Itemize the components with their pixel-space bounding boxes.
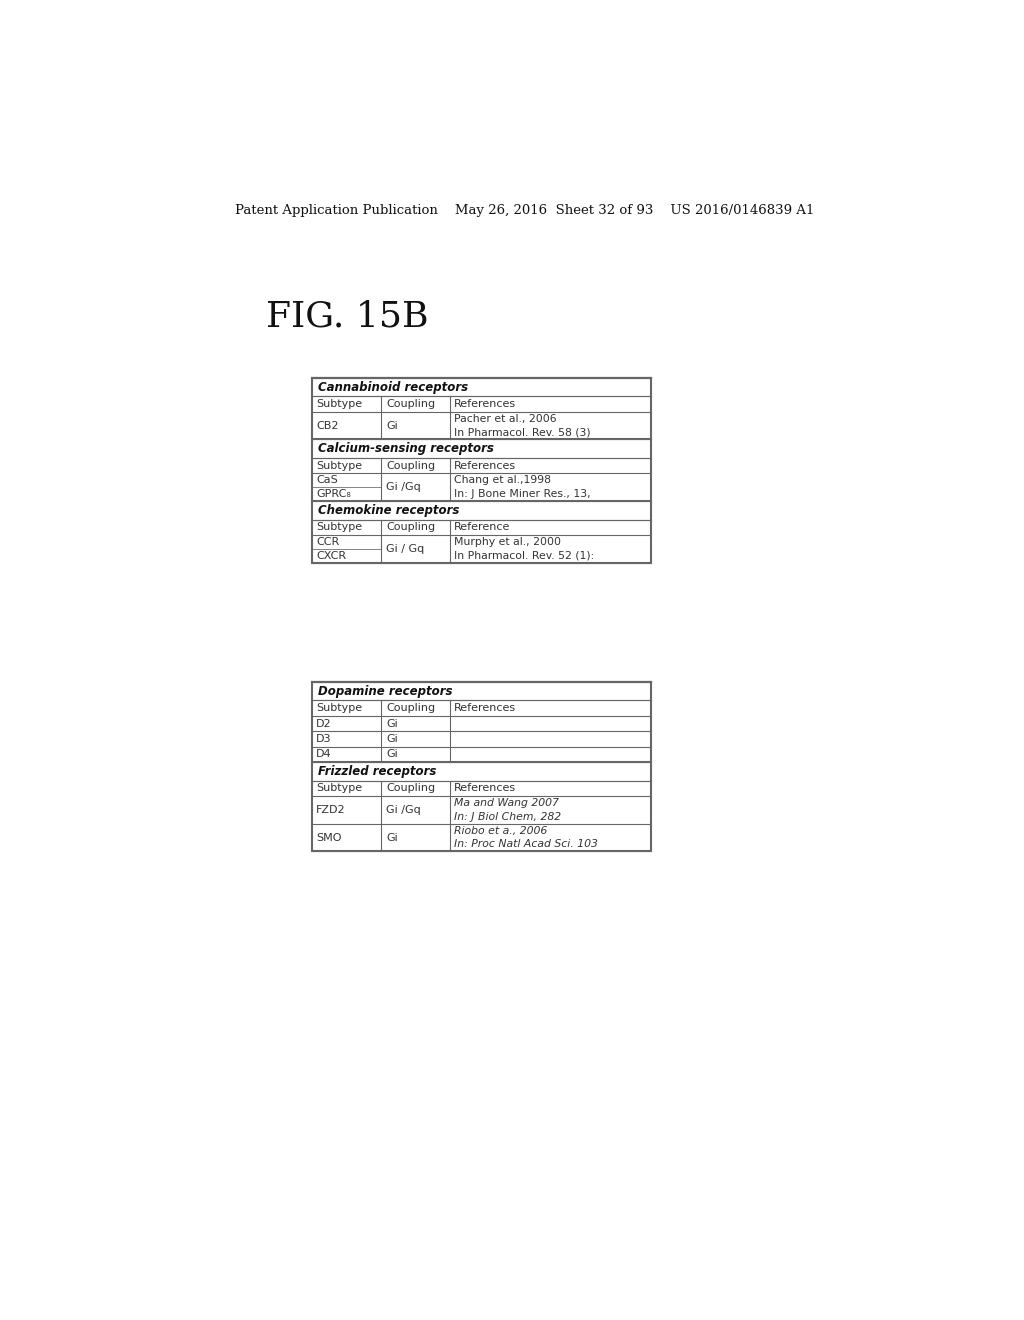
Text: CaS: CaS	[316, 475, 338, 486]
Text: GPRC₈: GPRC₈	[316, 490, 351, 499]
Text: D3: D3	[316, 734, 332, 744]
Text: Gi /Gq: Gi /Gq	[386, 482, 421, 492]
Text: Patent Application Publication    May 26, 2016  Sheet 32 of 93    US 2016/014683: Patent Application Publication May 26, 2…	[236, 205, 814, 218]
Text: Chang et al.,1998: Chang et al.,1998	[455, 475, 551, 486]
Text: In Pharmacol. Rev. 52 (1):: In Pharmacol. Rev. 52 (1):	[455, 550, 595, 561]
Text: Coupling: Coupling	[386, 461, 435, 471]
Text: CXCR: CXCR	[316, 550, 346, 561]
Text: Gi / Gq: Gi / Gq	[386, 544, 424, 554]
Text: References: References	[455, 704, 516, 713]
Text: In Pharmacol. Rev. 58 (3): In Pharmacol. Rev. 58 (3)	[455, 428, 591, 437]
Text: Subtype: Subtype	[316, 461, 362, 471]
Text: Chemokine receptors: Chemokine receptors	[317, 504, 459, 517]
Text: D4: D4	[316, 750, 332, 759]
Text: Reference: Reference	[455, 523, 511, 532]
Text: References: References	[455, 399, 516, 409]
Text: Riobo et a., 2006: Riobo et a., 2006	[455, 825, 548, 836]
Text: Gi: Gi	[386, 718, 398, 729]
Text: Cannabinoid receptors: Cannabinoid receptors	[317, 380, 468, 393]
Text: Murphy et al., 2000: Murphy et al., 2000	[455, 537, 561, 546]
Text: SMO: SMO	[316, 833, 342, 842]
Text: Coupling: Coupling	[386, 783, 435, 793]
Text: In: Proc Natl Acad Sci. 103: In: Proc Natl Acad Sci. 103	[455, 840, 598, 850]
Text: FIG. 15B: FIG. 15B	[266, 300, 429, 333]
Text: Subtype: Subtype	[316, 704, 362, 713]
Bar	[311, 682, 651, 851]
Text: FZD2: FZD2	[316, 805, 346, 814]
Text: Coupling: Coupling	[386, 704, 435, 713]
Text: D2: D2	[316, 718, 332, 729]
Text: References: References	[455, 461, 516, 471]
Text: In: J Biol Chem, 282: In: J Biol Chem, 282	[455, 812, 561, 822]
Text: Subtype: Subtype	[316, 399, 362, 409]
Text: Subtype: Subtype	[316, 523, 362, 532]
Text: References: References	[455, 783, 516, 793]
Text: Gi: Gi	[386, 734, 398, 744]
Text: CB2: CB2	[316, 421, 339, 430]
Text: Gi: Gi	[386, 833, 398, 842]
Text: Gi: Gi	[386, 421, 398, 430]
Text: Dopamine receptors: Dopamine receptors	[317, 685, 453, 698]
Text: Gi /Gq: Gi /Gq	[386, 805, 421, 814]
Text: Calcium-sensing receptors: Calcium-sensing receptors	[317, 442, 494, 455]
Text: Ma and Wang 2007: Ma and Wang 2007	[455, 797, 559, 808]
Text: Coupling: Coupling	[386, 523, 435, 532]
Text: CCR: CCR	[316, 537, 340, 546]
Text: Gi: Gi	[386, 750, 398, 759]
Bar	[311, 378, 651, 562]
Text: Coupling: Coupling	[386, 399, 435, 409]
Text: Frizzled receptors: Frizzled receptors	[317, 764, 436, 777]
Text: In: J Bone Miner Res., 13,: In: J Bone Miner Res., 13,	[455, 490, 591, 499]
Text: Pacher et al., 2006: Pacher et al., 2006	[455, 413, 557, 424]
Text: Subtype: Subtype	[316, 783, 362, 793]
